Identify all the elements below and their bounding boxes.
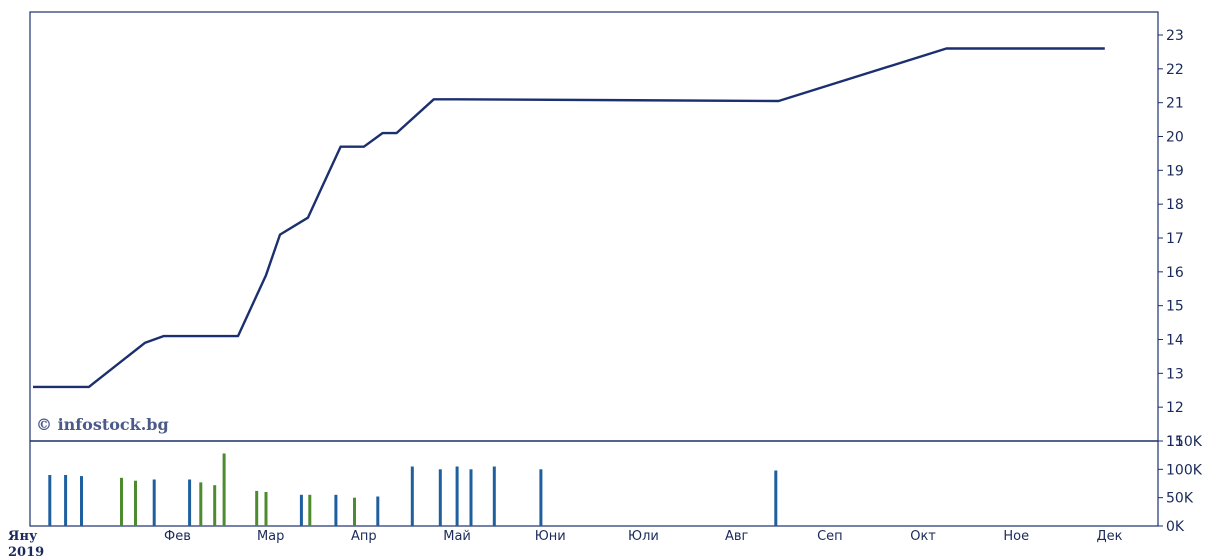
- month-label: Сеп: [817, 529, 843, 544]
- price-tick-label: 22: [1166, 62, 1184, 78]
- volume-bar: [120, 477, 123, 526]
- volume-bar: [492, 466, 496, 526]
- volume-bar: [199, 482, 203, 526]
- volume-bar: [80, 476, 83, 526]
- price-tick-label: 11: [1166, 434, 1184, 450]
- price-tick-label: 16: [1166, 265, 1184, 281]
- volume-bar: [152, 479, 156, 526]
- price-tick-label: 15: [1166, 299, 1184, 315]
- price-tick-label: 21: [1166, 96, 1184, 112]
- volume-bar: [64, 475, 68, 526]
- volume-tick-label: 0K: [1166, 519, 1185, 535]
- volume-bar: [353, 497, 356, 526]
- volume-tick-label: 150K: [1166, 434, 1203, 450]
- volume-bar: [255, 490, 259, 526]
- volume-bar: [334, 494, 338, 526]
- price-tick-label: 18: [1166, 197, 1184, 213]
- month-label: Окт: [910, 529, 936, 544]
- volume-bar: [455, 466, 459, 526]
- volume-panel: [48, 453, 778, 526]
- volume-tick-label: 100K: [1166, 462, 1203, 478]
- price-tick-label: 13: [1166, 366, 1184, 382]
- volume-bar: [264, 492, 268, 526]
- price-tick-label: 14: [1166, 333, 1184, 349]
- month-label: Фев: [164, 529, 191, 544]
- volume-bar: [134, 480, 137, 526]
- month-label: Авг: [725, 529, 749, 544]
- month-label: Дек: [1096, 529, 1122, 544]
- month-label: Апр: [351, 529, 377, 544]
- month-label: Юни: [535, 529, 566, 544]
- price-tick-label: 19: [1166, 163, 1184, 179]
- volume-bar: [299, 494, 303, 526]
- volume-bar: [376, 496, 380, 526]
- year-label: 2019: [8, 545, 44, 559]
- volume-tick-label: 50K: [1166, 491, 1194, 507]
- price-line: [33, 47, 1105, 389]
- month-label: Ное: [1003, 529, 1029, 544]
- volume-bar: [469, 469, 473, 526]
- volume-bar: [188, 479, 192, 526]
- month-label: Юли: [628, 529, 659, 544]
- month-label: Май: [443, 529, 471, 544]
- price-tick-label: 23: [1166, 28, 1184, 44]
- price-panel: [29, 11, 1159, 527]
- volume-bar: [308, 494, 312, 526]
- volume-bar: [539, 469, 543, 526]
- volume-bar: [213, 485, 217, 526]
- volume-bar: [438, 469, 442, 526]
- price-tick-label: 20: [1166, 130, 1184, 146]
- month-label: Мар: [257, 529, 284, 544]
- month-label: Яну: [8, 529, 38, 544]
- axis-layer: 11 12 13 14 15 16 17 18 19 20 21 22 23 0K 50K 100K 150K Я…: [8, 28, 1203, 544]
- volume-bar: [774, 470, 778, 526]
- volume-bar: [410, 466, 414, 526]
- volume-bar: [48, 475, 52, 526]
- volume-bar: [222, 453, 226, 526]
- price-tick-label: 12: [1166, 400, 1184, 416]
- watermark: © infostock.bg: [36, 415, 169, 434]
- chart-frame: [29, 11, 1159, 527]
- price-tick-label: 17: [1166, 231, 1184, 247]
